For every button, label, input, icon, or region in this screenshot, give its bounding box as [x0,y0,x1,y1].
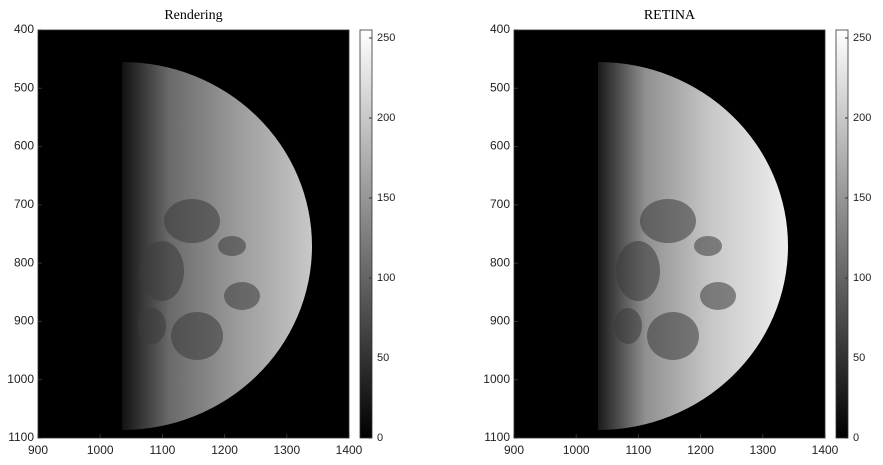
colorbar-tick-label: 0 [377,432,383,444]
moon-mare [171,312,223,360]
y-tick-label: 600 [490,139,510,153]
moon-mare [138,308,166,344]
colorbar-tick-label: 100 [377,272,395,284]
moon-mare [694,236,722,256]
y-tick-label: 1100 [8,430,34,444]
colorbar-tick-label: 250 [853,32,871,44]
x-tick-label: 1100 [625,443,651,457]
x-tick-label: 1400 [336,443,363,457]
colorbar-tick-label: 100 [853,272,871,284]
y-tick-label: 900 [14,314,34,328]
y-tick-label: 900 [490,314,510,328]
moon-mare [224,282,260,310]
y-tick-label: 800 [490,255,510,269]
page: {"chart_data": [ {"type": "image", "titl… [0,0,883,465]
x-tick-label: 1000 [87,443,114,457]
y-tick-label: 700 [14,197,34,211]
y-tick-label: 400 [490,22,510,36]
colorbar-tick-label: 150 [377,192,395,204]
moon-mare [616,241,660,301]
x-tick-label: 1300 [273,443,300,457]
moon-mare [614,308,642,344]
x-tick-label: 1200 [687,443,714,457]
y-tick-label: 500 [14,80,34,94]
x-tick-label: 900 [28,443,48,457]
x-tick-label: 1100 [149,443,175,457]
colorbar-tick-label: 200 [853,112,871,124]
y-tick-label: 800 [14,255,34,269]
moon-mare [700,282,736,310]
colorbar [360,30,372,438]
colorbar-tick-label: 200 [377,112,395,124]
panel-title: RETINA [644,8,696,23]
colorbar-tick-label: 150 [853,192,871,204]
y-tick-label: 1100 [484,430,510,444]
colorbar-tick-label: 250 [377,32,395,44]
moon-mare [140,241,184,301]
moon-mare [218,236,246,256]
figure: Rendering9001000110012001300140040050060… [0,0,883,465]
x-tick-label: 1300 [749,443,776,457]
moon-mare [164,199,220,243]
y-tick-label: 700 [490,197,510,211]
x-tick-label: 1000 [563,443,590,457]
colorbar-tick-label: 50 [853,352,865,364]
x-tick-label: 1200 [211,443,238,457]
moon-mare [647,312,699,360]
y-tick-label: 1000 [483,372,510,386]
moon-mare [640,199,696,243]
panel-title: Rendering [164,8,222,23]
x-tick-label: 1400 [812,443,839,457]
y-tick-label: 600 [14,139,34,153]
colorbar-tick-label: 0 [853,432,859,444]
y-tick-label: 500 [490,80,510,94]
colorbar [836,30,848,438]
y-tick-label: 400 [14,22,34,36]
y-tick-label: 1000 [7,372,34,386]
colorbar-tick-label: 50 [377,352,389,364]
x-tick-label: 900 [504,443,524,457]
